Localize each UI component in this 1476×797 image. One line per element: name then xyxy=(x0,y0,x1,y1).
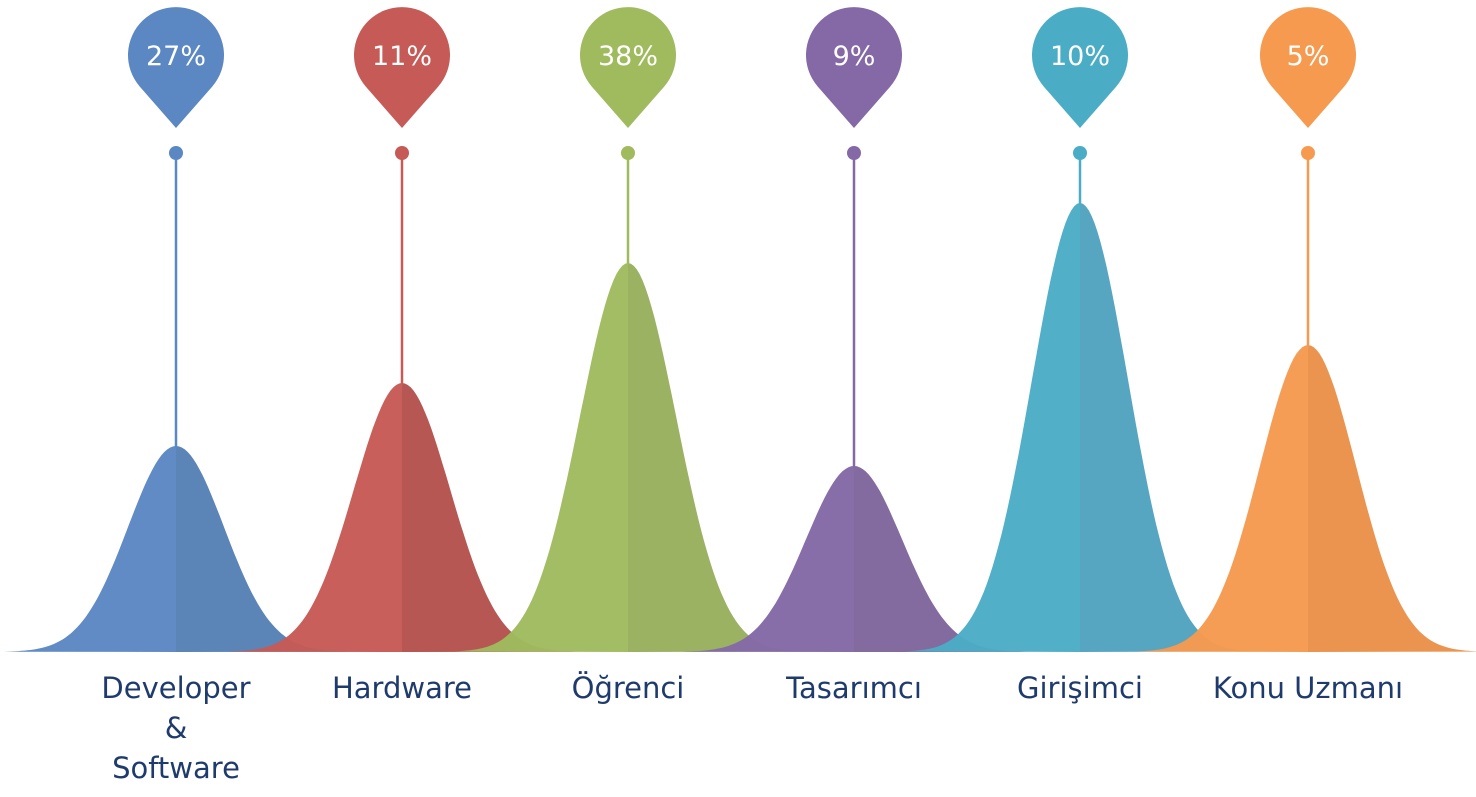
bell-curve-right-5 xyxy=(1308,345,1476,652)
category-label-0: Developer & Software xyxy=(101,671,251,785)
stem-dot-1 xyxy=(395,146,409,160)
value-pin-5 xyxy=(1260,7,1356,128)
value-label-4: 10% xyxy=(1050,41,1110,72)
value-pin-2 xyxy=(580,7,677,128)
bell-curve-right-0 xyxy=(176,446,351,652)
value-label-0: 27% xyxy=(146,41,206,72)
category-label-3: Tasarımcı xyxy=(786,671,922,705)
stem-dot-2 xyxy=(621,146,635,160)
value-label-1: 11% xyxy=(372,41,432,72)
bell-curve-right-3 xyxy=(854,466,1029,652)
bell-curve-left-3 xyxy=(679,466,854,652)
value-pin-3 xyxy=(806,7,902,129)
category-label-2: Öğrenci xyxy=(571,671,685,705)
curves-layer xyxy=(1,203,1476,652)
category-label-5: Konu Uzmanı xyxy=(1212,671,1404,705)
stem-dot-5 xyxy=(1301,146,1315,160)
value-pin-0 xyxy=(128,7,225,129)
value-label-5: 5% xyxy=(1287,41,1330,72)
value-pin-4 xyxy=(1032,7,1128,128)
stem-dot-3 xyxy=(847,146,861,160)
bell-curve-left-5 xyxy=(1133,345,1308,652)
stem-dot-4 xyxy=(1073,146,1087,160)
bell-curve-right-4 xyxy=(1080,203,1255,652)
stem-dot-0 xyxy=(169,146,183,160)
value-pin-1 xyxy=(353,7,450,129)
value-label-3: 9% xyxy=(833,41,876,72)
value-label-2: 38% xyxy=(598,41,658,72)
bell-curve-left-2 xyxy=(453,263,628,652)
bell-curve-left-0 xyxy=(1,446,176,652)
category-label-4: Girişimci xyxy=(1017,671,1143,705)
pins-layer: 27% 11% 38% 9% 10% 5% xyxy=(128,7,1356,129)
category-label-1: Hardware xyxy=(331,671,472,705)
bell-curve-left-1 xyxy=(227,383,402,652)
bell-curve-left-4 xyxy=(905,203,1080,652)
bell-curve-right-2 xyxy=(628,263,803,652)
stems-layer xyxy=(169,146,1315,468)
bell-curve-right-1 xyxy=(402,383,577,652)
